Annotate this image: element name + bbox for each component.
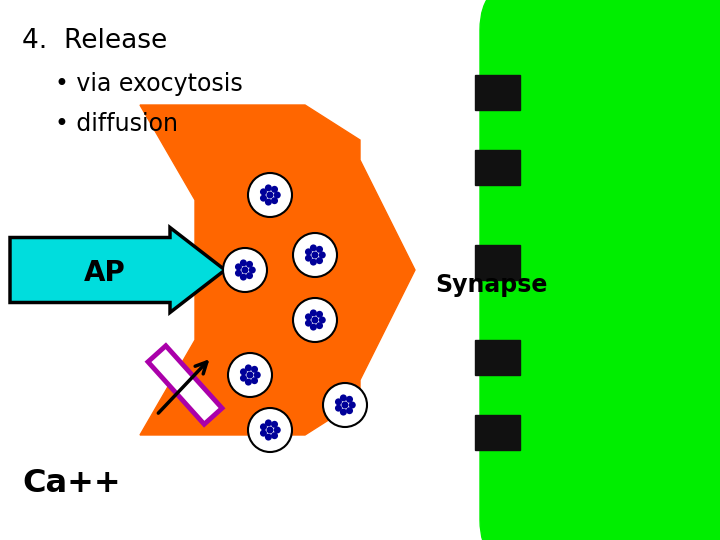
Circle shape <box>260 430 267 437</box>
Circle shape <box>310 245 317 252</box>
FancyBboxPatch shape <box>480 0 720 540</box>
Circle shape <box>319 252 325 259</box>
Circle shape <box>293 233 337 277</box>
Circle shape <box>341 402 348 408</box>
Text: 4.  Release: 4. Release <box>22 28 167 54</box>
Circle shape <box>271 186 278 193</box>
Circle shape <box>265 185 272 191</box>
Circle shape <box>240 368 247 375</box>
Circle shape <box>310 323 317 330</box>
Circle shape <box>228 353 272 397</box>
Circle shape <box>266 192 274 199</box>
Polygon shape <box>148 346 222 424</box>
Circle shape <box>340 409 347 416</box>
Circle shape <box>265 420 272 427</box>
Text: AP: AP <box>84 259 126 287</box>
Circle shape <box>274 427 281 434</box>
Circle shape <box>246 261 253 268</box>
Circle shape <box>335 404 342 411</box>
Circle shape <box>274 192 281 199</box>
FancyArrow shape <box>10 227 225 313</box>
Circle shape <box>260 194 267 201</box>
Circle shape <box>305 313 312 320</box>
Circle shape <box>235 269 242 276</box>
Circle shape <box>335 399 342 406</box>
Circle shape <box>271 421 278 428</box>
Bar <box>475 75 520 110</box>
Circle shape <box>248 408 292 452</box>
Text: Synapse: Synapse <box>435 273 547 297</box>
Circle shape <box>240 375 247 382</box>
Bar <box>475 340 520 375</box>
Circle shape <box>253 372 261 379</box>
Bar <box>475 150 520 185</box>
Circle shape <box>305 248 312 255</box>
Circle shape <box>348 402 356 408</box>
Circle shape <box>305 320 312 327</box>
Circle shape <box>316 311 323 318</box>
Circle shape <box>248 173 292 217</box>
Polygon shape <box>140 105 415 435</box>
Circle shape <box>316 322 323 329</box>
Circle shape <box>246 272 253 279</box>
Circle shape <box>266 427 274 434</box>
Circle shape <box>312 252 318 259</box>
Circle shape <box>245 364 252 372</box>
Circle shape <box>249 267 256 273</box>
Circle shape <box>241 267 248 273</box>
Circle shape <box>246 372 253 379</box>
Circle shape <box>319 316 325 323</box>
Circle shape <box>305 255 312 262</box>
Text: • via exocytosis: • via exocytosis <box>55 72 243 96</box>
Circle shape <box>223 248 267 292</box>
Circle shape <box>251 377 258 384</box>
Bar <box>475 245 520 280</box>
Circle shape <box>240 259 247 266</box>
Circle shape <box>260 423 267 430</box>
Circle shape <box>310 309 317 316</box>
Text: Ca++: Ca++ <box>22 468 121 499</box>
Circle shape <box>271 432 278 439</box>
Text: • diffusion: • diffusion <box>55 112 178 136</box>
Circle shape <box>340 394 347 401</box>
Circle shape <box>235 264 242 271</box>
Circle shape <box>312 316 318 323</box>
Circle shape <box>271 197 278 204</box>
Circle shape <box>265 434 272 441</box>
Circle shape <box>251 366 258 373</box>
Circle shape <box>323 383 367 427</box>
Circle shape <box>346 396 353 403</box>
Circle shape <box>260 188 267 195</box>
Circle shape <box>240 274 247 281</box>
Circle shape <box>293 298 337 342</box>
Circle shape <box>265 199 272 206</box>
Circle shape <box>346 407 353 414</box>
Bar <box>475 415 520 450</box>
Circle shape <box>310 259 317 266</box>
Circle shape <box>316 246 323 253</box>
Circle shape <box>245 379 252 386</box>
Circle shape <box>316 257 323 264</box>
